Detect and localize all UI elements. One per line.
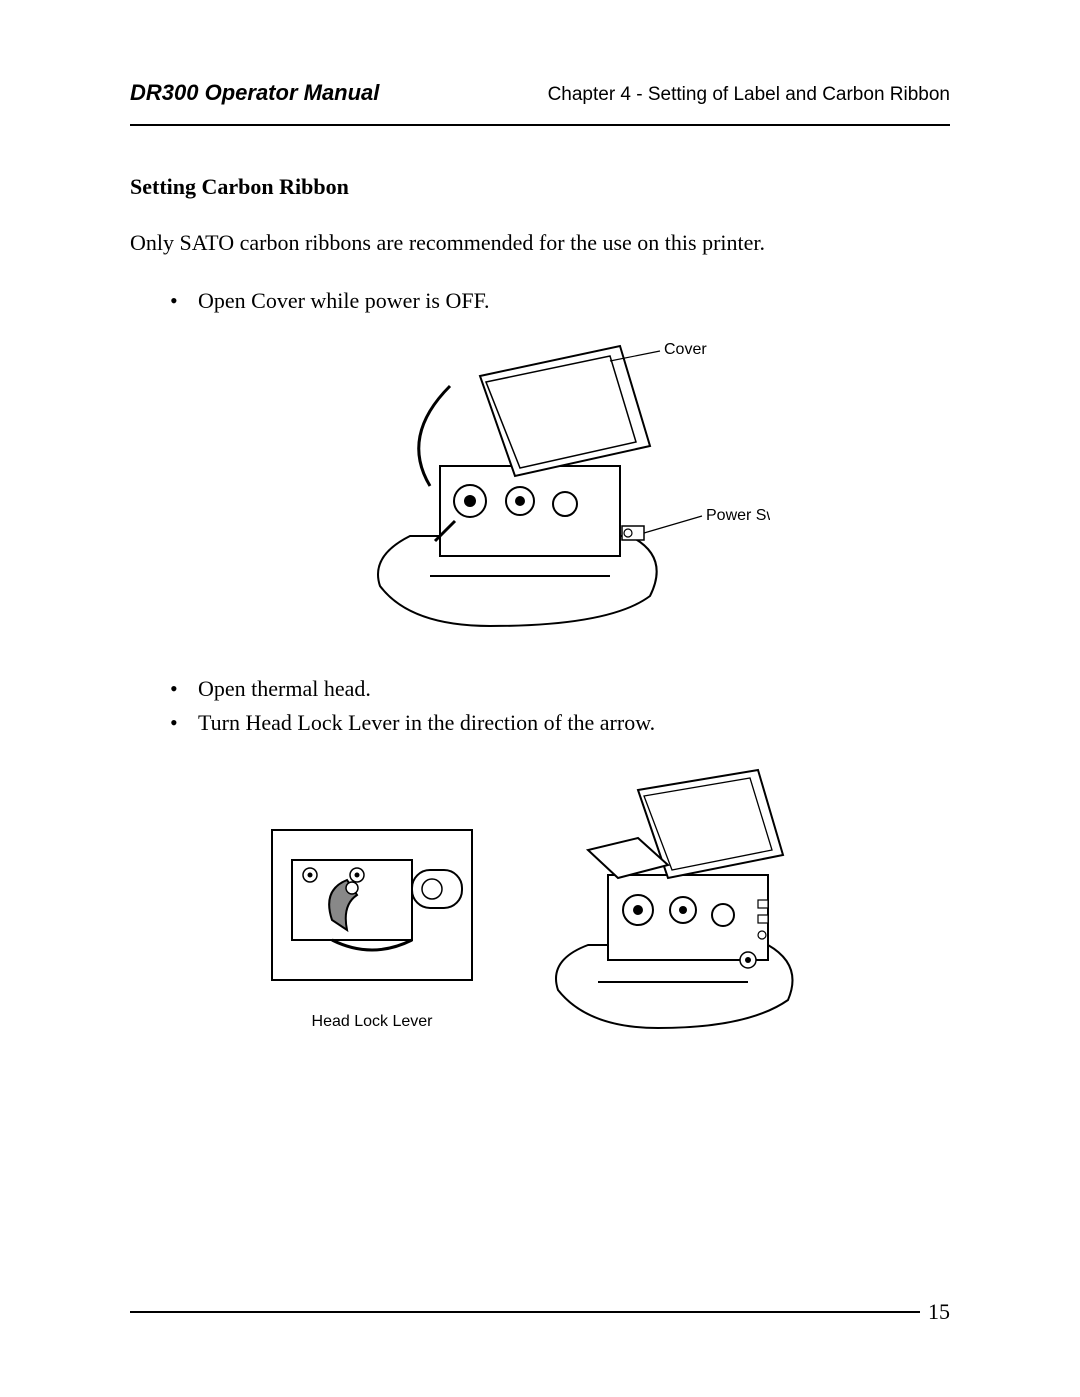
printer-open-head-diagram bbox=[518, 760, 818, 1040]
figure-2b-container bbox=[518, 760, 818, 1045]
bullet-list-1: Open Cover while power is OFF. bbox=[130, 284, 950, 318]
page-header: DR300 Operator Manual Chapter 4 - Settin… bbox=[130, 80, 950, 106]
callout-cover: Cover bbox=[664, 341, 707, 358]
page: DR300 Operator Manual Chapter 4 - Settin… bbox=[0, 0, 1080, 1397]
section-heading: Setting Carbon Ribbon bbox=[130, 174, 950, 200]
footer-rule bbox=[130, 1311, 950, 1313]
head-lock-lever-diagram bbox=[262, 820, 482, 1000]
figure-2a-container: Head Lock Lever bbox=[262, 820, 482, 1031]
figure-2: Head Lock Lever bbox=[130, 760, 950, 1045]
list-item: Open Cover while power is OFF. bbox=[198, 284, 950, 318]
intro-paragraph: Only SATO carbon ribbons are recommended… bbox=[130, 228, 950, 258]
callout-power-switch: Power Switch bbox=[706, 507, 770, 524]
figure-2a-caption: Head Lock Lever bbox=[262, 1013, 482, 1031]
chapter-title: Chapter 4 - Setting of Label and Carbon … bbox=[548, 84, 950, 106]
header-rule bbox=[130, 124, 950, 126]
bullet-list-2: Open thermal head. Turn Head Lock Lever … bbox=[130, 672, 950, 740]
list-item: Turn Head Lock Lever in the direction of… bbox=[198, 706, 950, 740]
manual-title: DR300 Operator Manual bbox=[130, 80, 379, 106]
figure-1: Cover Power Switch bbox=[130, 326, 950, 646]
list-item: Open thermal head. bbox=[198, 672, 950, 706]
page-footer: 15 bbox=[130, 1311, 950, 1325]
printer-open-cover-diagram: Cover Power Switch bbox=[310, 326, 770, 646]
page-number: 15 bbox=[920, 1299, 950, 1325]
